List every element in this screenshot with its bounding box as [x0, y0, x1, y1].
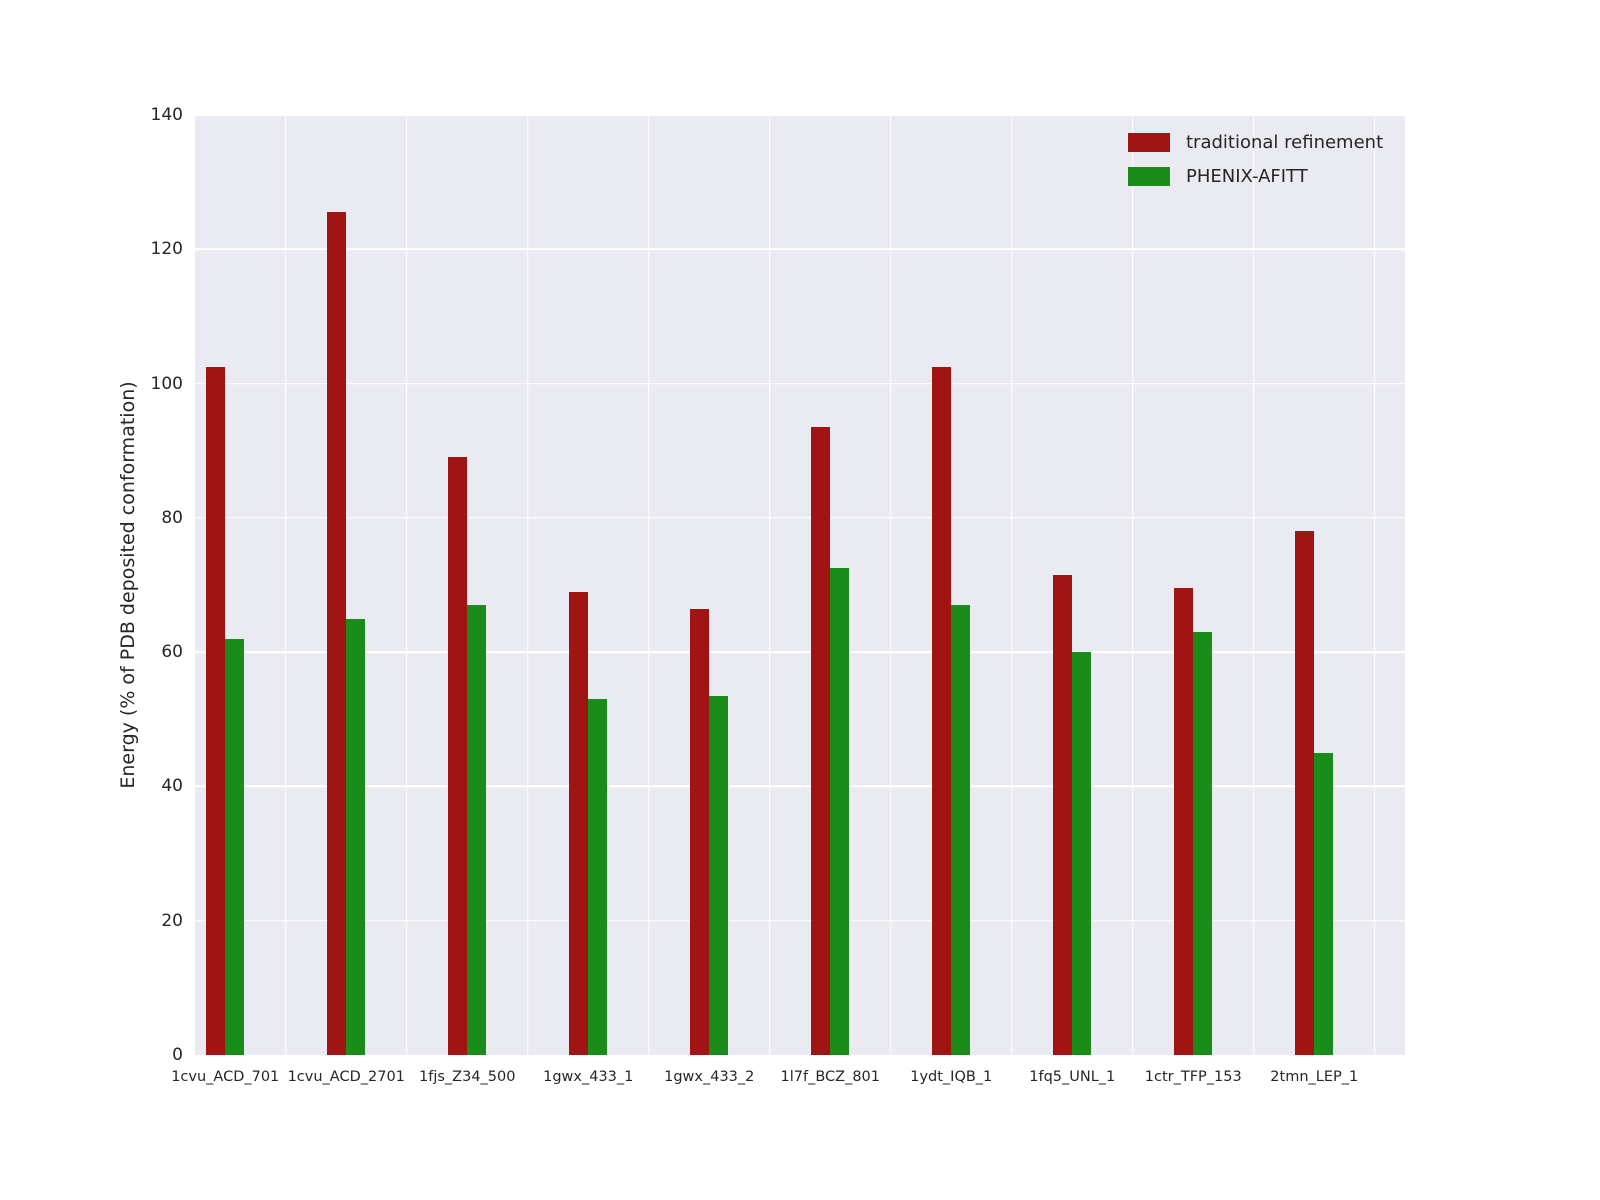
bar-phenix: [467, 605, 487, 1055]
gridline-y: [195, 114, 1405, 116]
legend-swatch-phenix: [1128, 167, 1170, 186]
legend-label-traditional: traditional refinement: [1186, 132, 1384, 153]
x-tick-label: 2tmn_LEP_1: [1270, 1069, 1359, 1085]
bar-traditional: [932, 366, 952, 1055]
gridline-x: [405, 115, 408, 1055]
gridline-y: [195, 785, 1405, 788]
bar-traditional: [1295, 531, 1315, 1055]
legend-item-phenix: PHENIX-AFITT: [1128, 166, 1383, 187]
y-axis-title: Energy (% of PDB deposited conformation): [117, 381, 139, 789]
gridline-y: [195, 382, 1405, 385]
x-tick-label: 1fq5_UNL_1: [1029, 1069, 1116, 1085]
gridline-y: [195, 919, 1405, 922]
bar-traditional: [327, 212, 347, 1055]
bar-traditional: [448, 457, 468, 1055]
gridline-x: [1131, 115, 1134, 1055]
y-tick-label: 0: [172, 1045, 183, 1065]
bar-traditional: [811, 427, 831, 1055]
gridline-x: [1010, 115, 1013, 1055]
y-tick-label: 120: [150, 239, 183, 260]
gridline-x: [1252, 115, 1255, 1055]
plot-area: [195, 114, 1405, 1055]
bar-traditional: [1174, 588, 1194, 1055]
bar-traditional: [206, 366, 226, 1055]
gridline-x: [526, 115, 529, 1055]
bar-phenix: [588, 699, 608, 1055]
y-tick-label: 100: [150, 373, 183, 394]
gridline-x: [284, 115, 287, 1055]
bar-phenix: [1072, 652, 1092, 1055]
legend-label-phenix: PHENIX-AFITT: [1186, 166, 1308, 187]
bar-phenix: [1193, 632, 1213, 1055]
bar-phenix: [346, 618, 366, 1055]
x-tick-label: 1ydt_IQB_1: [910, 1069, 993, 1085]
gridline-y: [195, 517, 1405, 519]
x-tick-label: 1fjs_Z34_500: [419, 1069, 516, 1085]
x-tick-label: 1gwx_433_1: [543, 1069, 634, 1085]
x-tick-label: 1gwx_433_2: [664, 1069, 755, 1085]
y-tick-label: 140: [150, 105, 183, 125]
bar-traditional: [569, 591, 589, 1055]
gridline-x: [889, 115, 892, 1055]
y-tick-label: 60: [161, 642, 183, 663]
bar-phenix: [830, 568, 850, 1055]
legend-item-traditional: traditional refinement: [1128, 132, 1383, 153]
bar-traditional: [1053, 574, 1073, 1055]
bar-phenix: [225, 638, 245, 1055]
gridline-x: [1373, 115, 1376, 1055]
y-tick-label: 80: [161, 507, 183, 528]
y-tick-label: 40: [161, 776, 183, 797]
bar-phenix: [951, 605, 971, 1055]
x-tick-label: 1l7f_BCZ_801: [780, 1069, 880, 1085]
bar-traditional: [690, 608, 710, 1055]
x-tick-label: 1cvu_ACD_2701: [287, 1069, 405, 1085]
legend: traditional refinement PHENIX-AFITT: [1128, 132, 1383, 187]
y-tick-label: 20: [161, 910, 183, 931]
bar-phenix: [709, 695, 729, 1055]
x-tick-label: 1cvu_ACD_701: [171, 1069, 280, 1085]
legend-swatch-traditional: [1128, 133, 1170, 152]
gridline-y: [195, 651, 1405, 653]
gridline-x: [768, 115, 771, 1055]
gridline-y: [195, 248, 1405, 251]
gridline-x: [647, 115, 650, 1055]
bar-phenix: [1314, 752, 1334, 1055]
x-tick-label: 1ctr_TFP_153: [1144, 1069, 1242, 1085]
